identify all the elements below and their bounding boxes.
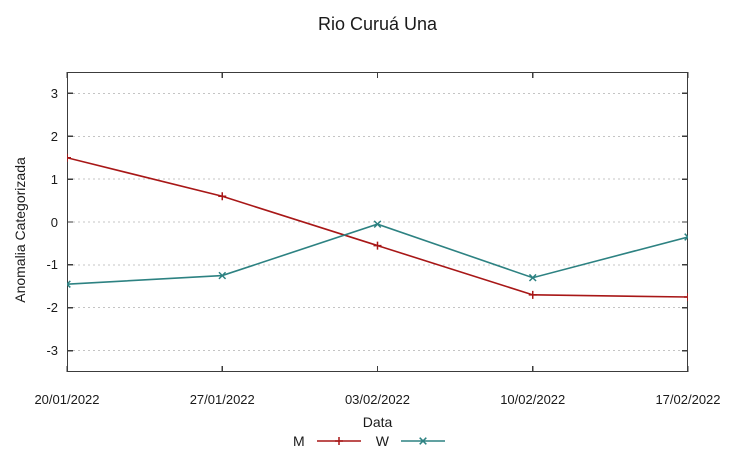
x-tick-label: 03/02/2022 bbox=[344, 392, 411, 407]
y-tick-label: 0 bbox=[50, 214, 58, 230]
y-tick-label: -3 bbox=[46, 343, 58, 359]
series-line-M bbox=[67, 156, 688, 298]
data-point-marker-M bbox=[373, 241, 382, 250]
y-tick-label: 1 bbox=[50, 171, 58, 187]
data-point-marker-W bbox=[528, 273, 537, 282]
legend-sample-W bbox=[400, 437, 445, 445]
x-tick-label: 27/01/2022 bbox=[189, 392, 255, 407]
y-tick-label: -1 bbox=[46, 257, 58, 273]
legend-label: W bbox=[375, 433, 389, 449]
series-line-W bbox=[67, 223, 688, 285]
x-tick-label: 17/02/2022 bbox=[655, 392, 721, 407]
y-tick-label: -2 bbox=[46, 300, 58, 316]
x-axis-label: Data bbox=[362, 414, 393, 430]
data-point-marker-W bbox=[684, 233, 688, 241]
y-tick-label: 3 bbox=[50, 85, 58, 101]
data-point-marker-M bbox=[67, 153, 71, 162]
data-point-marker-M bbox=[684, 293, 688, 301]
data-point-marker-W bbox=[218, 271, 227, 280]
data-point-marker-M bbox=[528, 290, 537, 299]
legend-item-M: M bbox=[293, 433, 362, 449]
x-tick-label: 10/02/2022 bbox=[500, 392, 566, 407]
data-point-marker-M bbox=[218, 192, 227, 201]
data-point-marker-W bbox=[67, 280, 71, 288]
legend-item-W: W bbox=[376, 433, 446, 449]
y-tick-label: 2 bbox=[50, 128, 58, 144]
legend-label: M bbox=[293, 433, 305, 449]
x-tick-label: 20/01/2022 bbox=[34, 392, 100, 407]
legend-sample-M bbox=[316, 437, 361, 445]
chart-title: Rio Curuá Una bbox=[317, 14, 438, 34]
data-point-marker-W bbox=[373, 220, 382, 228]
